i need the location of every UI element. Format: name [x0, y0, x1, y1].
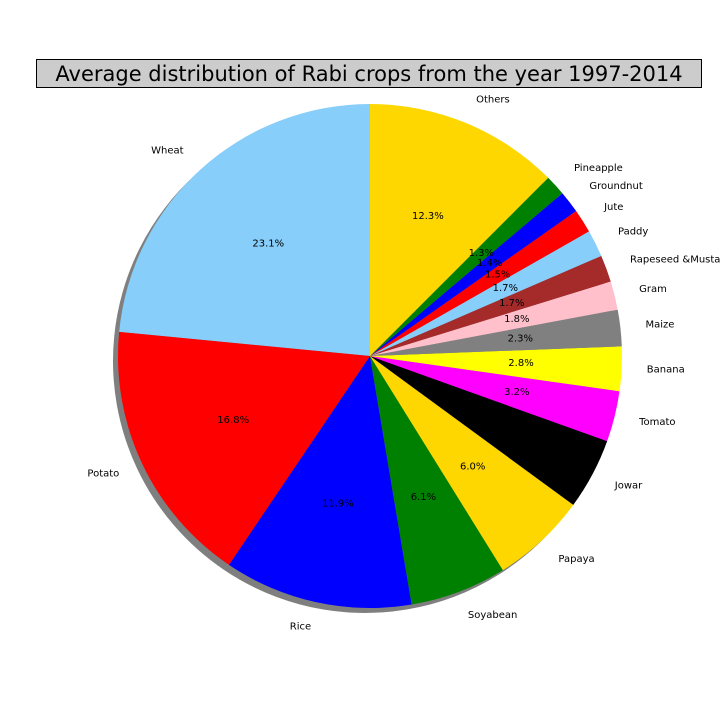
pct-label-papaya: 6.0% — [460, 461, 485, 472]
pct-label-jowar: 4.5% — [491, 422, 516, 433]
slice-gram — [370, 281, 618, 356]
slice-label-paddy: Paddy — [618, 227, 648, 238]
slice-label-pineapple: Pineapple — [574, 163, 623, 174]
slice-potato — [117, 331, 370, 565]
slice-jute — [370, 211, 590, 356]
slice-label-papaya: Papaya — [558, 554, 594, 565]
slice-label-maize: Maize — [646, 320, 675, 331]
slice-groundnut — [370, 193, 577, 356]
slice-paddy — [370, 231, 602, 356]
slice-pineapple — [370, 177, 563, 356]
slice-label-rice: Rice — [290, 621, 311, 632]
slice-label-tomato: Tomato — [638, 417, 675, 428]
slice-label-others: Others — [476, 94, 510, 105]
slice-label-rapeseed-mustard: Rapeseed &Mustard — [630, 254, 720, 265]
slice-rice — [228, 356, 412, 608]
pie-slices — [117, 104, 622, 608]
slice-rapeseed-mustard — [370, 255, 611, 356]
slice-label-soyabean: Soyabean — [468, 610, 517, 621]
slice-maize — [370, 309, 622, 356]
slice-labels: Wheat Potato Rice Soyabean Papaya Jowar Tomato… — [87, 94, 720, 632]
slice-jowar — [370, 356, 608, 505]
percent-labels: 23.1% 16.8% 11.9% 6.1% 6.0% 4.5% 3.2% 2.8% 2.3% 1… — [217, 211, 533, 509]
slice-banana — [370, 346, 622, 392]
pct-label-jute: 1.5% — [485, 270, 510, 281]
chart-title: Average distribution of Rabi crops from … — [36, 59, 702, 88]
pct-label-wheat: 23.1% — [252, 239, 284, 250]
pct-label-potato: 16.8% — [217, 415, 249, 426]
pct-label-pineapple: 1.3% — [469, 248, 494, 259]
slice-label-potato: Potato — [87, 469, 119, 480]
pct-label-others: 12.3% — [412, 211, 444, 222]
pct-label-paddy: 1.7% — [493, 283, 518, 294]
pct-label-gram: 1.8% — [504, 314, 529, 325]
slice-others — [370, 104, 549, 356]
pct-label-groundnut: 1.4% — [477, 258, 502, 269]
slice-label-jute: Jute — [603, 202, 623, 213]
slice-tomato — [370, 356, 620, 442]
pct-label-tomato: 3.2% — [504, 387, 529, 398]
pct-label-banana: 2.8% — [508, 358, 533, 369]
pct-label-soyabean: 6.1% — [411, 492, 436, 503]
slice-label-wheat: Wheat — [151, 145, 184, 156]
slice-wheat — [119, 104, 370, 356]
pct-label-rapeseed-mustard: 1.7% — [499, 298, 524, 309]
slice-label-jowar: Jowar — [614, 481, 643, 492]
slice-soyabean — [370, 356, 503, 605]
slice-label-groundnut: Groundnut — [589, 181, 642, 192]
slice-label-gram: Gram — [639, 284, 667, 295]
pct-label-rice: 11.9% — [322, 498, 354, 509]
pct-label-maize: 2.3% — [508, 334, 533, 345]
slice-papaya — [370, 356, 574, 571]
slice-label-banana: Banana — [647, 365, 685, 376]
